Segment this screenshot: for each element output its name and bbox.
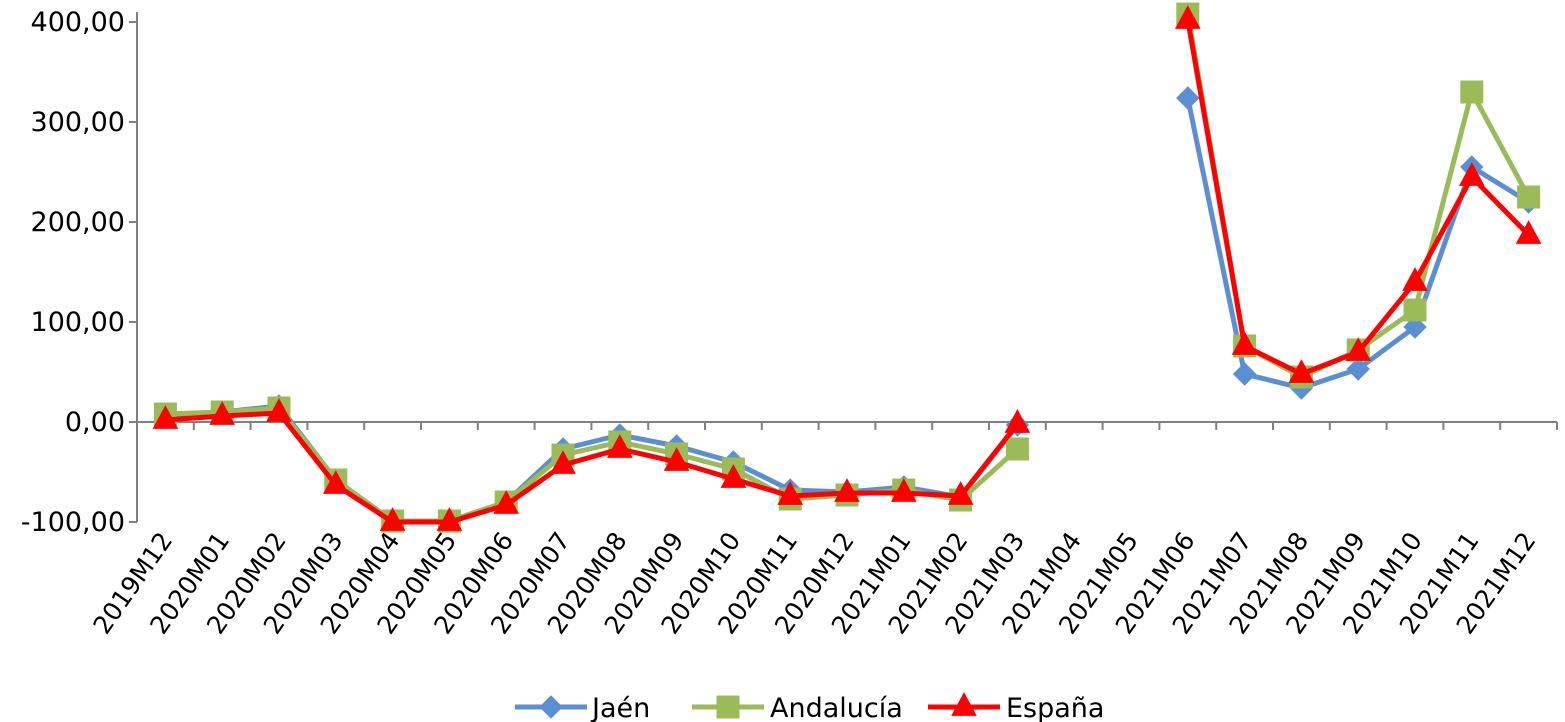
legend-marker (951, 692, 977, 716)
data-point (720, 464, 747, 488)
data-point (266, 398, 292, 422)
data-point (1403, 298, 1427, 322)
data-point (322, 470, 349, 494)
data-point (1004, 409, 1031, 433)
data-point (1346, 357, 1370, 381)
legend-item-españa: España (928, 692, 1104, 722)
x-axis-ticks: 2019M122020M012020M022020M032020M042020M… (87, 422, 1558, 639)
legend-label: Jaén (590, 693, 650, 722)
data-point (1176, 86, 1200, 110)
y-tick-label: 0,00 (65, 407, 125, 438)
legend-label: España (1006, 693, 1104, 722)
y-tick-label: 200,00 (31, 207, 125, 238)
chart-legend: Jaén Andalucía España (515, 692, 1104, 722)
data-point (947, 481, 974, 505)
data-point (152, 405, 179, 429)
series-layer (152, 2, 1542, 533)
chart-axes (136, 12, 1557, 522)
data-point (606, 434, 633, 458)
series-jaén (153, 86, 1541, 533)
legend-item-andalucía: Andalucía (692, 693, 903, 722)
data-point (1232, 362, 1257, 386)
data-point (1458, 162, 1485, 186)
series-line (1185, 19, 1531, 377)
data-point (493, 490, 520, 514)
legend-item-jaén: Jaén (515, 693, 650, 722)
data-point (1288, 359, 1315, 383)
data-point (663, 447, 690, 471)
data-point (550, 450, 576, 474)
data-point (777, 481, 804, 505)
data-point (1402, 267, 1428, 291)
data-point (1005, 437, 1029, 461)
y-tick-label: 300,00 (31, 107, 125, 138)
data-point (209, 401, 236, 425)
data-point (834, 478, 860, 502)
data-point (1515, 220, 1542, 244)
data-point (1345, 337, 1372, 361)
legend-marker (716, 695, 740, 719)
series-andalucía (153, 2, 1541, 533)
data-point (1460, 80, 1484, 104)
data-point (1174, 5, 1201, 29)
data-point (379, 507, 406, 531)
series-españa (152, 5, 1542, 531)
legend-marker (539, 695, 563, 719)
y-axis-ticks: -100,00 0,00 100,00 200,00 300,00 400,00 (21, 7, 137, 538)
y-tick-label: 400,00 (31, 7, 125, 38)
data-point (890, 478, 917, 502)
data-point (1231, 331, 1258, 355)
y-tick-label: -100,00 (21, 507, 125, 538)
series-line (165, 410, 1020, 525)
y-tick-label: 100,00 (31, 307, 125, 338)
data-point (1517, 185, 1541, 209)
data-point (436, 507, 463, 531)
legend-label: Andalucía (770, 693, 903, 722)
